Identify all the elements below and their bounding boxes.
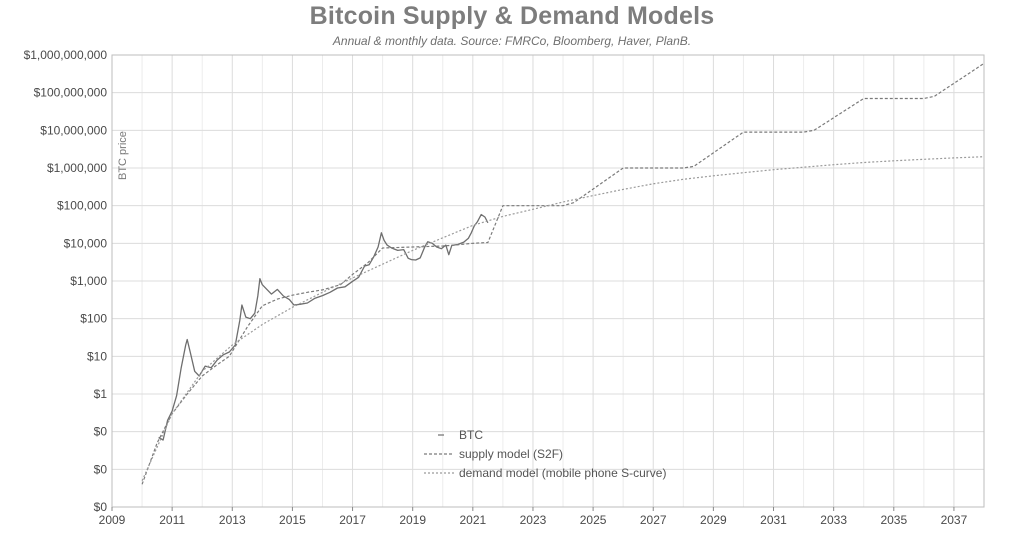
legend-item[interactable]: BTC [438, 428, 483, 442]
x-tick-label: 2021 [459, 513, 486, 527]
y-tick-label: $100,000 [57, 199, 107, 213]
x-tick-label: 2029 [700, 513, 727, 527]
legend-item[interactable]: demand model (mobile phone S-curve) [424, 466, 666, 480]
legend[interactable]: BTC supply model (S2F) demand model (mobil… [424, 428, 666, 480]
x-tick-label: 2035 [880, 513, 907, 527]
x-tick-label: 2027 [640, 513, 667, 527]
y-axis-label: BTC price [117, 131, 129, 180]
y-tick-label: $10,000,000 [40, 123, 107, 137]
x-tick-label: 2031 [760, 513, 787, 527]
series-layer [141, 62, 984, 485]
axes [111, 54, 985, 508]
x-tick-label: 2037 [941, 513, 968, 527]
y-tick-label: $100,000,000 [34, 86, 108, 100]
x-tick-label: 2025 [580, 513, 607, 527]
x-tick-label: 2019 [399, 513, 426, 527]
series-line-1 [141, 62, 984, 485]
y-tick-label: $0 [94, 462, 108, 476]
plot-border [111, 54, 985, 508]
x-tick-label: 2011 [159, 513, 185, 527]
y-tick-label: $1,000,000 [47, 161, 107, 175]
y-tick-label: $10,000 [64, 236, 108, 250]
y-tick-label: $0 [94, 500, 108, 514]
y-axis-ticks: $0 $0 $0 $1 $10 $100 $1,000 $10,000 $100,000 $1,0… [24, 48, 108, 514]
y-tick-label: $1,000 [70, 274, 107, 288]
y-tick-label: $1,000,000,000 [24, 48, 108, 62]
chart-title: Bitcoin Supply & Demand Models [309, 2, 715, 30]
legend-label: demand model (mobile phone S-curve) [459, 466, 666, 480]
legend-item[interactable]: supply model (S2F) [424, 447, 563, 461]
series-line-2 [141, 156, 984, 481]
x-tick-label: 2023 [520, 513, 547, 527]
y-tick-label: $10 [87, 349, 107, 363]
series-line-0 [158, 213, 489, 441]
y-tick-label: $100 [80, 312, 107, 326]
chart-subtitle: Annual & monthly data. Source: FMRCo, Bl… [332, 34, 692, 48]
x-tick-label: 2017 [339, 513, 366, 527]
x-axis-ticks: 2009 2011 2013 2015 2017 2019 2021 2023 2025 2027… [99, 507, 968, 527]
x-tick-label: 2015 [279, 513, 306, 527]
y-tick-label: $1 [94, 387, 108, 401]
x-tick-label: 2009 [99, 513, 126, 527]
legend-label: BTC [459, 428, 483, 442]
legend-label: supply model (S2F) [459, 447, 563, 461]
x-tick-label: 2013 [219, 513, 246, 527]
x-tick-label: 2033 [820, 513, 847, 527]
y-tick-label: $0 [94, 425, 108, 439]
